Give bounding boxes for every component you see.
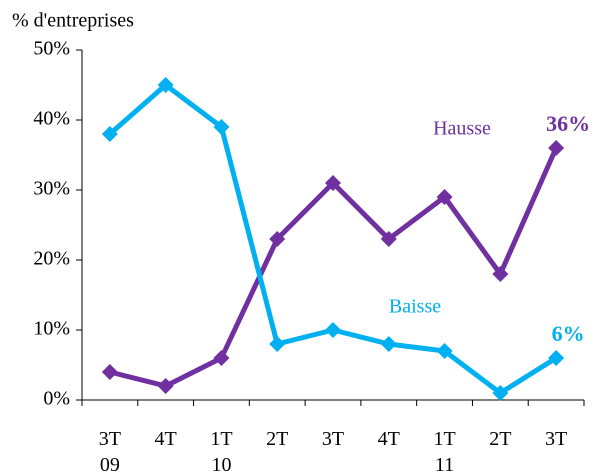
x-tick-label: 1T 10 [210,428,232,476]
marker [213,119,230,135]
x-tick-label-line: 2T [489,428,511,450]
x-tick-label-line: 09 [100,454,120,476]
marker [492,385,509,401]
marker [269,231,286,247]
y-tick-label: 0% [43,388,70,410]
y-tick-label: 40% [33,108,70,130]
x-tick-label-line: 2T [266,428,288,450]
marker [492,266,509,282]
x-tick-label: 4T [155,428,177,450]
marker [157,378,174,394]
data-label: 6% [552,321,585,346]
marker [380,231,397,247]
marker [325,175,341,191]
marker [213,350,230,366]
x-tick-label: 3T [322,428,344,450]
marker [436,343,453,359]
series-label: Baisse [389,296,441,318]
marker [380,336,397,352]
series-label: Hausse [433,118,491,140]
x-tick-label: 3T 09 [99,428,121,476]
data-label: 36% [546,111,590,136]
x-tick-label-line: 4T [378,428,400,450]
marker [157,77,174,93]
x-tick-label: 4T [378,428,400,450]
x-tick-label-line: 3T [322,428,344,450]
x-tick-label-line: 1T [210,428,232,450]
marker [101,364,118,380]
x-tick-label-line: 11 [435,454,454,476]
x-tick-label: 2T [489,428,511,450]
y-axis-title: % d'entreprises [12,10,134,32]
x-tick-label: 1T 11 [433,428,455,476]
x-tick-label: 2T [266,428,288,450]
x-tick-label-line: 1T [433,428,455,450]
x-tick-label-line: 10 [211,454,231,476]
marker [436,189,453,205]
marker [325,322,341,338]
marker [548,350,565,366]
x-tick-label-line: 3T [99,428,121,450]
y-tick-label: 30% [33,178,70,200]
y-tick-label: 20% [33,248,70,270]
marker [548,140,565,156]
y-tick-label: 50% [33,38,70,60]
x-tick-label-line: 4T [155,428,177,450]
x-tick-label-line: 3T [545,428,567,450]
y-tick-label: 10% [33,318,70,340]
x-tick-label: 3T [545,428,567,450]
marker [269,336,286,352]
marker [101,126,118,142]
